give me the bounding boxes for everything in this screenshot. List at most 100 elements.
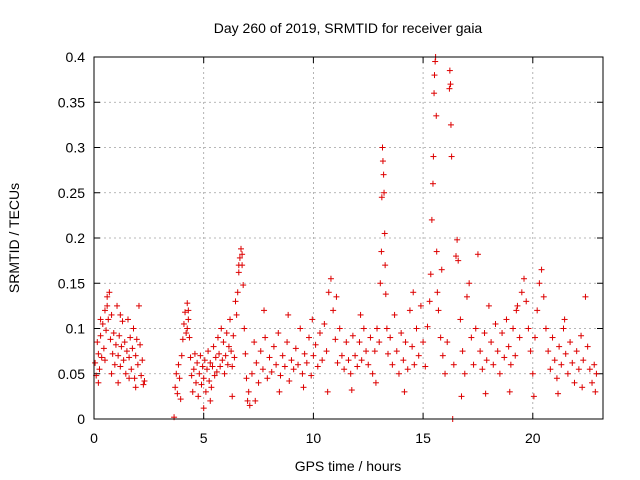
data-point bbox=[115, 352, 122, 359]
data-point bbox=[201, 357, 208, 364]
data-point bbox=[138, 372, 145, 379]
data-point bbox=[236, 254, 243, 261]
data-point bbox=[222, 352, 229, 359]
data-point bbox=[279, 352, 286, 359]
data-point bbox=[410, 289, 417, 296]
data-points bbox=[92, 54, 600, 422]
data-point bbox=[115, 379, 122, 386]
data-point bbox=[377, 280, 384, 287]
data-point bbox=[200, 405, 207, 412]
data-point bbox=[459, 348, 466, 355]
data-point bbox=[430, 153, 437, 160]
data-point bbox=[376, 339, 383, 346]
data-point bbox=[369, 370, 376, 377]
data-point bbox=[301, 350, 308, 357]
data-point bbox=[120, 357, 127, 364]
data-point bbox=[200, 375, 207, 382]
data-point bbox=[179, 336, 186, 343]
data-point bbox=[273, 361, 280, 368]
data-point bbox=[560, 325, 567, 332]
data-point bbox=[422, 363, 429, 370]
data-point bbox=[586, 366, 593, 373]
data-point bbox=[437, 334, 444, 341]
data-point bbox=[281, 363, 288, 370]
data-point bbox=[492, 320, 499, 327]
data-point bbox=[442, 370, 449, 377]
data-point bbox=[447, 81, 454, 88]
data-point bbox=[542, 325, 549, 332]
data-point bbox=[264, 375, 271, 382]
data-point bbox=[479, 366, 486, 373]
data-point bbox=[208, 384, 215, 391]
data-point bbox=[336, 325, 343, 332]
data-point bbox=[555, 390, 562, 397]
data-point bbox=[252, 397, 259, 404]
data-point bbox=[191, 350, 198, 357]
data-point bbox=[122, 370, 129, 377]
data-point bbox=[218, 325, 225, 332]
data-point bbox=[488, 339, 495, 346]
data-point bbox=[262, 334, 269, 341]
data-point bbox=[227, 316, 234, 323]
data-point bbox=[94, 339, 101, 346]
y-tick-label: 0.35 bbox=[58, 94, 85, 110]
data-point bbox=[234, 289, 241, 296]
data-point bbox=[188, 372, 195, 379]
data-point bbox=[505, 343, 512, 350]
data-point bbox=[131, 375, 138, 382]
data-point bbox=[310, 352, 317, 359]
data-point bbox=[558, 361, 565, 368]
data-point bbox=[383, 325, 390, 332]
data-point bbox=[185, 316, 192, 323]
data-point bbox=[404, 366, 411, 373]
data-point bbox=[341, 366, 348, 373]
data-point bbox=[367, 334, 374, 341]
data-point bbox=[536, 280, 543, 287]
data-point bbox=[243, 375, 250, 382]
data-point bbox=[438, 266, 445, 273]
data-point bbox=[105, 316, 112, 323]
data-point bbox=[221, 370, 228, 377]
data-point bbox=[97, 316, 104, 323]
data-point bbox=[177, 396, 184, 403]
data-point bbox=[300, 384, 307, 391]
data-point bbox=[389, 361, 396, 368]
data-point bbox=[444, 339, 451, 346]
data-point bbox=[547, 366, 554, 373]
data-point bbox=[371, 348, 378, 355]
data-point bbox=[189, 388, 196, 395]
data-point bbox=[381, 189, 388, 196]
data-point bbox=[101, 307, 108, 314]
data-point bbox=[503, 316, 510, 323]
data-point bbox=[297, 325, 304, 332]
data-point bbox=[202, 388, 209, 395]
data-point bbox=[116, 332, 123, 339]
data-point bbox=[92, 359, 99, 366]
data-point bbox=[523, 298, 530, 305]
data-point bbox=[582, 293, 589, 300]
data-point bbox=[338, 352, 345, 359]
data-point bbox=[334, 359, 341, 366]
data-point bbox=[95, 379, 102, 386]
data-point bbox=[132, 352, 139, 359]
data-point bbox=[180, 320, 187, 327]
data-point bbox=[343, 339, 350, 346]
data-point bbox=[534, 307, 541, 314]
data-point bbox=[253, 359, 260, 366]
data-point bbox=[510, 325, 517, 332]
data-point bbox=[549, 334, 556, 341]
data-point bbox=[270, 343, 277, 350]
data-point bbox=[553, 375, 560, 382]
data-point bbox=[530, 393, 537, 400]
data-point bbox=[308, 372, 315, 379]
data-point bbox=[453, 253, 460, 260]
data-point bbox=[330, 307, 337, 314]
data-point bbox=[327, 275, 334, 282]
data-point bbox=[348, 387, 355, 394]
data-point bbox=[435, 307, 442, 314]
data-point bbox=[365, 361, 372, 368]
data-point bbox=[235, 269, 242, 276]
data-point bbox=[209, 363, 216, 370]
data-point bbox=[357, 311, 364, 318]
data-point bbox=[472, 325, 479, 332]
